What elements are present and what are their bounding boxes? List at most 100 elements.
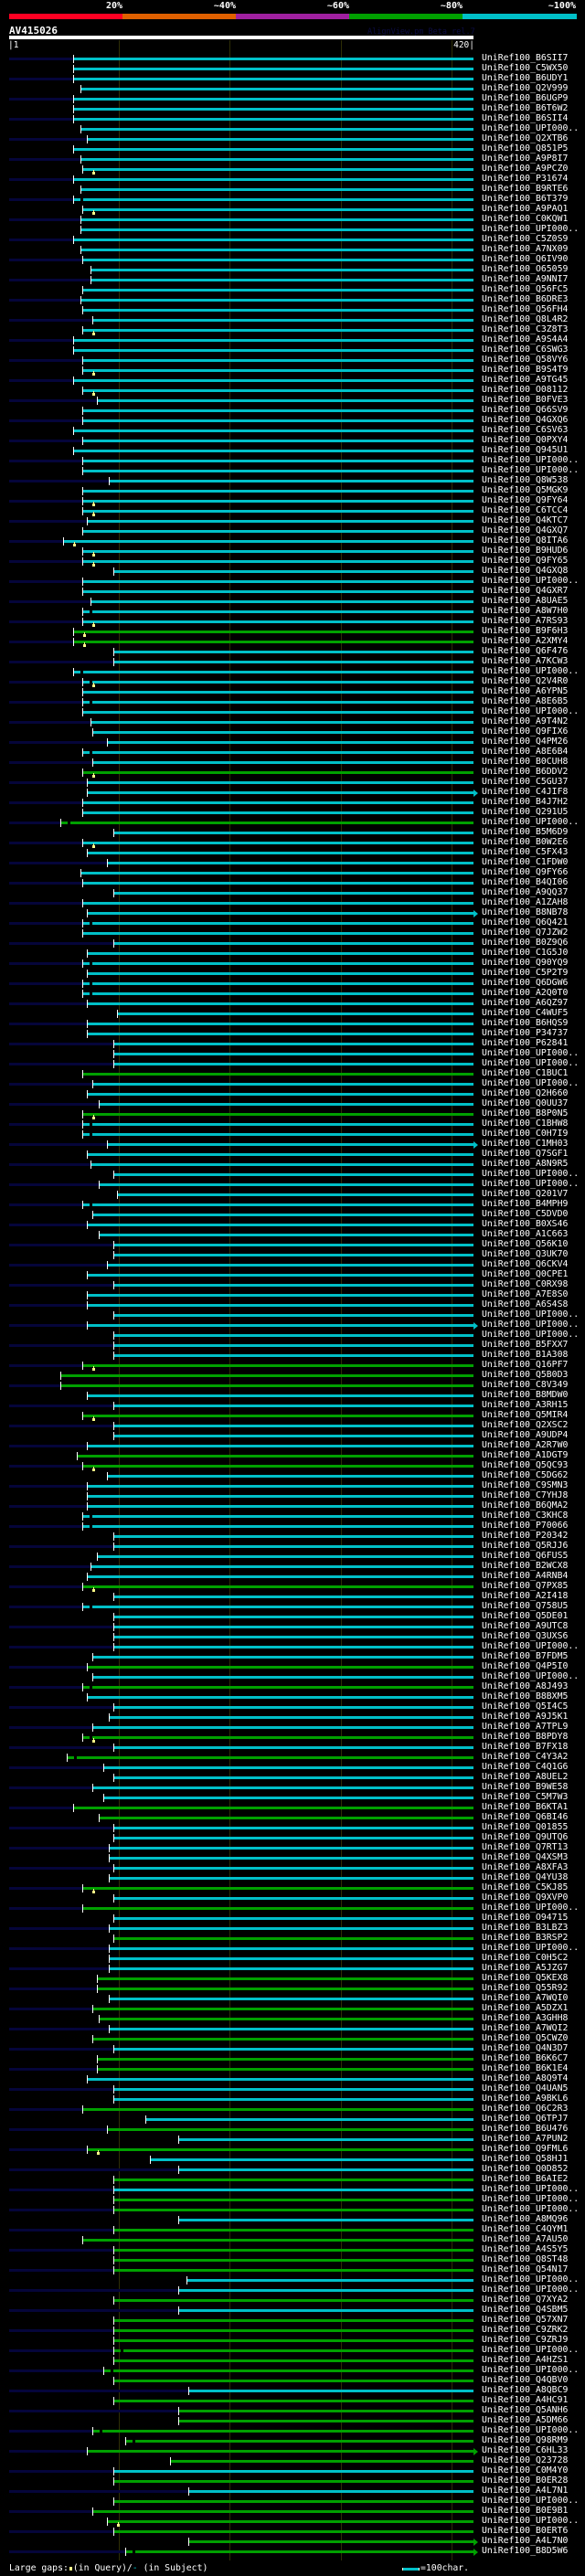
alignment-bar[interactable] (113, 2299, 473, 2302)
alignment-bar[interactable] (113, 2319, 473, 2322)
hit-label[interactable]: UniRef100_UPI000.. (482, 1903, 580, 1913)
alignment-bar[interactable] (87, 1324, 473, 1327)
alignment-bar[interactable] (113, 2530, 473, 2533)
hit-label[interactable]: UniRef100_C4JIF8 (482, 787, 569, 797)
alignment-bar[interactable] (113, 2178, 473, 2181)
hit-label[interactable]: UniRef100_C8V349 (482, 1380, 569, 1390)
alignment-bar[interactable] (82, 842, 473, 844)
alignment-bar[interactable] (82, 1907, 473, 1910)
alignment-bar[interactable] (109, 1857, 473, 1860)
alignment-bar[interactable] (82, 620, 473, 623)
alignment-bar[interactable] (87, 1505, 473, 1508)
hit-label[interactable]: UniRef100_A9BKL6 (482, 2094, 569, 2104)
hit-label[interactable]: UniRef100_B8P0N5 (482, 1108, 569, 1118)
alignment-bar[interactable] (113, 1646, 473, 1648)
alignment-bar[interactable] (87, 1304, 473, 1307)
alignment-bar[interactable] (82, 289, 473, 292)
alignment-bar[interactable] (82, 711, 473, 714)
hit-label[interactable]: UniRef100_B6T6W2 (482, 103, 569, 113)
hit-label[interactable]: UniRef100_Q5CWZ0 (482, 2033, 569, 2043)
alignment-bar[interactable] (113, 1435, 473, 1437)
alignment-bar[interactable] (82, 1525, 473, 1528)
alignment-bar[interactable] (87, 1445, 473, 1447)
hit-label[interactable]: UniRef100_Q0CPE1 (482, 1269, 569, 1279)
hit-label[interactable]: UniRef100_Q2XTB6 (482, 133, 569, 143)
hit-label[interactable]: UniRef100_UPI000.. (482, 1048, 580, 1058)
alignment-bar[interactable] (178, 2219, 473, 2221)
hit-label[interactable]: UniRef100_B6K1E4 (482, 2063, 569, 2073)
hit-label[interactable]: UniRef100_Q758U5 (482, 1601, 569, 1611)
hit-label[interactable]: UniRef100_A4L7N1 (482, 2486, 569, 2496)
hit-label[interactable]: UniRef100_UPI000.. (482, 706, 580, 716)
alignment-bar[interactable] (90, 1565, 473, 1568)
hit-label[interactable]: UniRef100_C3KHC8 (482, 1511, 569, 1521)
alignment-bar[interactable] (113, 1545, 473, 1548)
alignment-bar[interactable] (92, 2038, 473, 2041)
alignment-bar[interactable] (113, 1867, 473, 1870)
alignment-bar[interactable] (82, 409, 473, 412)
alignment-bar[interactable] (82, 681, 473, 684)
hit-label[interactable]: UniRef100_C6SV63 (482, 425, 569, 435)
hit-label[interactable]: UniRef100_A2I418 (482, 1591, 569, 1601)
alignment-bar[interactable] (145, 2118, 473, 2121)
alignment-bar[interactable] (109, 1716, 473, 1719)
hit-label[interactable]: UniRef100_B0CUH8 (482, 757, 569, 767)
hit-label[interactable]: UniRef100_A6YPN5 (482, 686, 569, 696)
alignment-bar[interactable] (92, 2510, 473, 2513)
alignment-bar[interactable] (82, 751, 473, 754)
hit-label[interactable]: UniRef100_A8N9R5 (482, 1159, 569, 1169)
alignment-bar[interactable] (82, 1585, 473, 1588)
alignment-bar[interactable] (82, 168, 473, 171)
alignment-bar[interactable] (97, 1555, 473, 1558)
hit-label[interactable]: UniRef100_B6HQS9 (482, 1018, 569, 1028)
hit-label[interactable]: UniRef100_UPI000.. (482, 817, 580, 827)
alignment-bar[interactable] (113, 1827, 473, 1829)
hit-label[interactable]: UniRef100_A9TG45 (482, 375, 569, 385)
hit-label[interactable]: UniRef100_P34737 (482, 1028, 569, 1038)
hit-label[interactable]: UniRef100_Q5QC93 (482, 1460, 569, 1470)
alignment-bar[interactable] (107, 2128, 473, 2131)
hit-label[interactable]: UniRef100_B2WCX8 (482, 1561, 569, 1571)
alignment-bar[interactable] (90, 600, 473, 603)
hit-label[interactable]: UniRef100_Q5DE01 (482, 1611, 569, 1621)
hit-label[interactable]: UniRef100_C0RX98 (482, 1279, 569, 1289)
alignment-bar[interactable] (82, 2239, 473, 2242)
hit-label[interactable]: UniRef100_Q6DGW6 (482, 978, 569, 988)
alignment-bar[interactable] (82, 208, 473, 211)
alignment-bar[interactable] (60, 1374, 473, 1377)
alignment-bar[interactable] (113, 1937, 473, 1940)
hit-label[interactable]: UniRef100_UPI000.. (482, 576, 580, 586)
hit-label[interactable]: UniRef100_A8W7H0 (482, 606, 569, 616)
hit-label[interactable]: UniRef100_B0ERT6 (482, 2526, 569, 2536)
hit-label[interactable]: UniRef100_UPI000.. (482, 455, 580, 465)
hit-label[interactable]: UniRef100_B6U476 (482, 2124, 569, 2134)
hit-label[interactable]: UniRef100_C1BHW8 (482, 1118, 569, 1129)
alignment-bar[interactable] (113, 2189, 473, 2191)
hit-label[interactable]: UniRef100_C5KJ85 (482, 1882, 569, 1892)
hit-label[interactable]: UniRef100_A7WQI2 (482, 2023, 569, 2033)
alignment-bar[interactable] (125, 2440, 473, 2443)
hit-label[interactable]: UniRef100_C0H7I9 (482, 1129, 569, 1139)
hit-label[interactable]: UniRef100_C6SWG3 (482, 345, 569, 355)
hit-label[interactable]: UniRef100_UPI000.. (482, 2184, 580, 2194)
hit-label[interactable]: UniRef100_B0ER28 (482, 2475, 569, 2486)
hit-label[interactable]: UniRef100_UPI000.. (482, 1641, 580, 1651)
alignment-bar[interactable] (80, 228, 473, 231)
hit-label[interactable]: UniRef100_B5FXX7 (482, 1340, 569, 1350)
alignment-bar[interactable] (97, 399, 473, 402)
alignment-bar[interactable] (82, 309, 473, 312)
alignment-bar[interactable] (82, 1415, 473, 1417)
hit-label[interactable]: UniRef100_C0KQW1 (482, 214, 569, 224)
hit-label[interactable]: UniRef100_A4RNB4 (482, 1571, 569, 1581)
hit-label[interactable]: UniRef100_UPI000.. (482, 1943, 580, 1953)
hit-label[interactable]: UniRef100_UPI000.. (482, 1320, 580, 1330)
hit-label[interactable]: UniRef100_B8BXM5 (482, 1691, 569, 1701)
alignment-bar[interactable] (73, 450, 473, 452)
hit-label[interactable]: UniRef100_Q16PF7 (482, 1360, 569, 1370)
hit-label[interactable]: UniRef100_Q851P5 (482, 143, 569, 154)
hit-label[interactable]: UniRef100_UPI000.. (482, 2496, 580, 2506)
alignment-bar[interactable] (113, 2380, 473, 2382)
hit-label[interactable]: UniRef100_B7FX18 (482, 1742, 569, 1752)
alignment-bar[interactable] (73, 671, 473, 673)
alignment-bar[interactable] (82, 1887, 473, 1890)
